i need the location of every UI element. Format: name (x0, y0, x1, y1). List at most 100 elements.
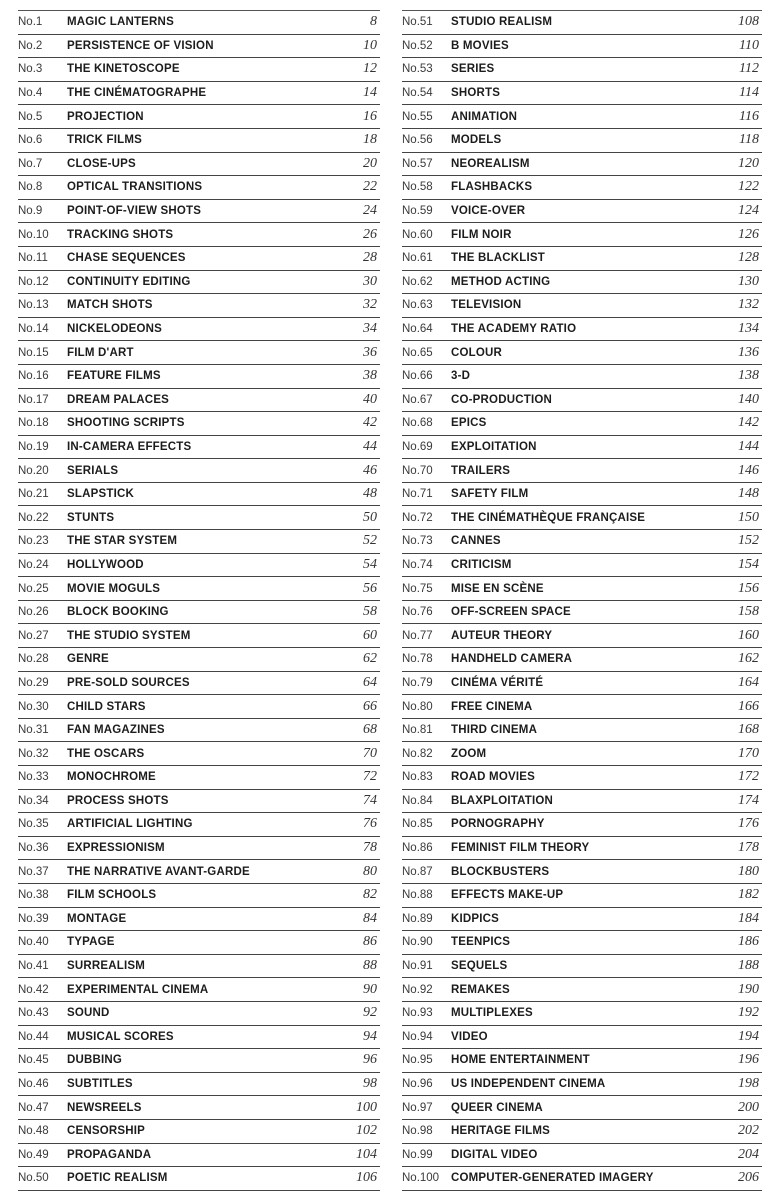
contents-entry: No.53 SERIES 112 (402, 58, 762, 82)
entry-number: No.86 (402, 842, 433, 855)
entry-number: No.72 (402, 511, 433, 524)
contents-entry: No.49 PROPAGANDA 104 (18, 1144, 380, 1168)
contents-entry: No.90 TEENPICS 186 (402, 931, 762, 955)
entry-number: No.53 (402, 63, 433, 76)
contents-entry: No.33 MONOCHROME 72 (18, 766, 380, 790)
entry-page-number: 46 (363, 462, 377, 478)
entry-page-number: 96 (363, 1052, 377, 1068)
entry-title: POINT-OF-VIEW SHOTS (67, 205, 202, 218)
entry-number: No.12 (18, 275, 49, 288)
entry-number: No.2 (18, 39, 43, 52)
entry-page-number: 162 (738, 651, 759, 667)
entry-page-number: 30 (363, 273, 377, 289)
contents-entry: No.14 NICKELODEONS 34 (18, 318, 380, 342)
entry-number: No.90 (402, 936, 433, 949)
entry-number: No.88 (402, 889, 433, 902)
contents-entry: No.44 MUSICAL SCORES 94 (18, 1026, 380, 1050)
contents-entry: No.18 SHOOTING SCRIPTS 42 (18, 412, 380, 436)
entry-number: No.11 (18, 252, 48, 265)
entry-title: FAN MAGAZINES (67, 724, 165, 737)
contents-entry: No.92 REMAKES 190 (402, 978, 762, 1002)
entry-number: No.44 (18, 1030, 49, 1043)
entry-number: No.63 (402, 299, 433, 312)
entry-page-number: 122 (738, 179, 759, 195)
entry-page-number: 198 (738, 1076, 759, 1092)
entry-page-number: 42 (363, 415, 377, 431)
contents-entry: No.39 MONTAGE 84 (18, 908, 380, 932)
entry-number: No.43 (18, 1007, 49, 1020)
entry-page-number: 80 (363, 863, 377, 879)
entry-title: FEMINIST FILM THEORY (451, 842, 590, 855)
entry-page-number: 106 (356, 1170, 377, 1186)
contents-entry: No.65 COLOUR 136 (402, 341, 762, 365)
entry-title: HOLLYWOOD (67, 558, 144, 571)
entry-number: No.70 (402, 464, 433, 477)
entry-number: No.59 (402, 205, 433, 218)
contents-entry: No.56 MODELS 118 (402, 129, 762, 153)
entry-page-number: 32 (363, 297, 377, 313)
contents-column-right: No.51 STUDIO REALISM 108 No.52 B MOVIES 110 No… (402, 10, 762, 1191)
entry-page-number: 190 (738, 981, 759, 997)
entry-title: FILM SCHOOLS (67, 889, 157, 902)
entry-page-number: 44 (363, 438, 377, 454)
entry-title: TRAILERS (451, 464, 511, 477)
entry-page-number: 150 (738, 509, 759, 525)
entry-number: No.65 (402, 346, 433, 359)
entry-title: EXPERIMENTAL CINEMA (67, 983, 209, 996)
entry-number: No.49 (18, 1148, 49, 1161)
contents-entry: No.24 HOLLYWOOD 54 (18, 554, 380, 578)
entry-number: No.82 (402, 747, 433, 760)
entry-title: CANNES (451, 535, 501, 548)
entry-title: TRACKING SHOTS (67, 228, 174, 241)
entry-page-number: 36 (363, 344, 377, 360)
entry-number: No.51 (402, 16, 433, 29)
contents-entry: No.12 CONTINUITY EDITING 30 (18, 271, 380, 295)
entry-number: No.36 (18, 842, 49, 855)
entry-number: No.29 (18, 676, 49, 689)
entry-title: PROJECTION (67, 110, 144, 123)
contents-entry: No.22 STUNTS 50 (18, 506, 380, 531)
contents-entry: No.37 THE NARRATIVE AVANT-GARDE 80 (18, 860, 380, 884)
entry-page-number: 86 (363, 934, 377, 950)
contents-entry: No.93 MULTIPLEXES 192 (402, 1002, 762, 1026)
entry-number: No.85 (402, 818, 433, 831)
contents-entry: No.25 MOVIE MOGULS 56 (18, 577, 380, 601)
entry-page-number: 70 (363, 745, 377, 761)
contents-entry: No.38 FILM SCHOOLS 82 (18, 884, 380, 908)
entry-number: No.4 (18, 87, 43, 100)
entry-page-number: 62 (363, 651, 377, 667)
entry-page-number: 10 (363, 37, 377, 53)
entry-number: No.92 (402, 983, 433, 996)
entry-title: THE CINÉMATOGRAPHE (67, 87, 207, 100)
entry-title: SERIES (451, 63, 495, 76)
entry-number: No.10 (18, 228, 49, 241)
entry-number: No.74 (402, 558, 433, 571)
contents-entry: No.34 PROCESS SHOTS 74 (18, 790, 380, 814)
entry-number: No.38 (18, 889, 49, 902)
entry-page-number: 180 (738, 863, 759, 879)
entry-number: No.55 (402, 110, 433, 123)
entry-title: DUBBING (67, 1054, 123, 1067)
contents-entry: No.15 FILM D'ART 36 (18, 341, 380, 365)
entry-number: No.20 (18, 464, 49, 477)
entry-page-number: 108 (738, 14, 759, 30)
contents-entry: No.72 THE CINÉMATHÈQUE FRANÇAISE 150 (402, 506, 762, 531)
entry-title: HANDHELD CAMERA (451, 653, 573, 666)
contents-entry: No.1 MAGIC LANTERNS 8 (18, 11, 380, 35)
entry-number: No.71 (402, 488, 433, 501)
entry-page-number: 148 (738, 486, 759, 502)
entry-page-number: 94 (363, 1028, 377, 1044)
entry-title: BLAXPLOITATION (451, 794, 554, 807)
entry-page-number: 206 (738, 1170, 759, 1186)
entry-title: MONOCHROME (67, 771, 156, 784)
entry-page-number: 78 (363, 840, 377, 856)
contents-entry: No.55 ANIMATION 116 (402, 105, 762, 129)
entry-title: THE STUDIO SYSTEM (67, 629, 191, 642)
entry-page-number: 88 (363, 958, 377, 974)
entry-page-number: 40 (363, 391, 377, 407)
contents-entry: No.57 NEOREALISM 120 (402, 153, 762, 177)
entry-title: US INDEPENDENT CINEMA (451, 1078, 606, 1091)
contents-entry: No.46 SUBTITLES 98 (18, 1073, 380, 1097)
entry-page-number: 34 (363, 321, 377, 337)
entry-title: SUBTITLES (67, 1078, 133, 1091)
